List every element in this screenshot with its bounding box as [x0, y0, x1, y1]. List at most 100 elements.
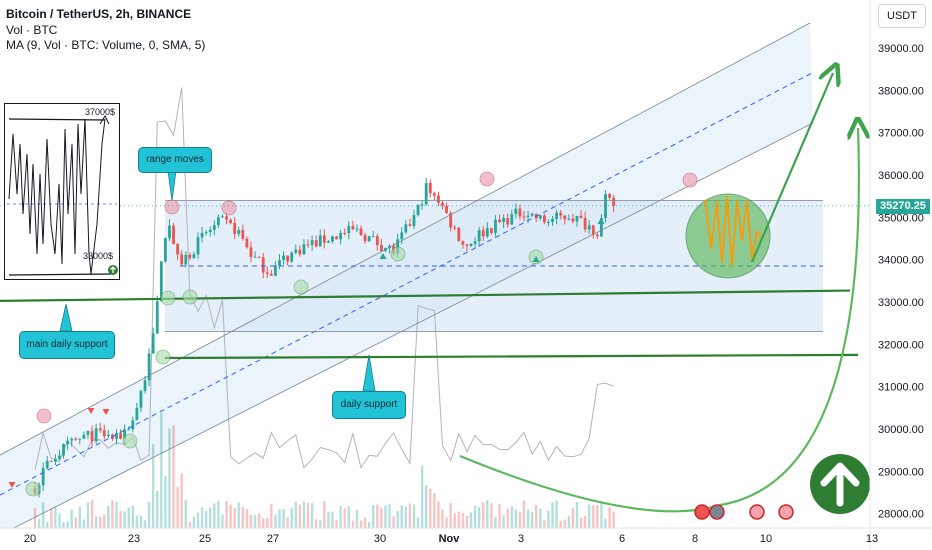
candle-body — [192, 254, 196, 259]
x-tick-label: 3 — [518, 533, 524, 545]
candle-body — [98, 428, 102, 431]
volume-bar — [363, 517, 367, 528]
volume-indicator-label[interactable]: Vol · BTC — [6, 23, 58, 37]
candle-body — [567, 218, 571, 220]
candle-body — [119, 433, 122, 439]
candle-body — [408, 224, 412, 226]
volume-bar — [33, 508, 37, 528]
candle-body — [200, 232, 204, 238]
y-tick-label: 33000.00 — [878, 297, 924, 309]
volume-bar — [172, 425, 175, 528]
volume-bar — [530, 512, 534, 528]
support-touch-circle — [293, 279, 309, 295]
candle-body — [522, 216, 526, 218]
y-tick-label: 29000.00 — [878, 466, 924, 478]
volume-bar — [465, 515, 469, 528]
candle-body — [139, 390, 143, 408]
volume-bar — [323, 500, 326, 528]
volume-bar — [151, 443, 155, 528]
callout-range-moves: range moves — [138, 147, 212, 173]
candle-body — [298, 249, 302, 255]
volume-bar — [457, 511, 460, 528]
y-tick-label: 38000.00 — [878, 85, 924, 97]
candle-body — [555, 212, 558, 219]
volume-bar — [384, 505, 387, 528]
y-tick-label: 31000.00 — [878, 382, 924, 394]
candle-body — [331, 236, 334, 242]
volume-bar — [200, 507, 204, 528]
candle-body — [477, 230, 481, 242]
currency-button[interactable]: USDT — [878, 4, 926, 28]
volume-bar — [494, 516, 497, 528]
volume-bar — [127, 507, 130, 528]
candle-body — [135, 407, 139, 421]
candle-body — [49, 460, 53, 462]
volume-bar — [274, 514, 277, 528]
candle-body — [78, 438, 82, 440]
volume-bar — [245, 509, 249, 528]
volume-bar — [290, 508, 293, 528]
candle-body — [335, 236, 338, 240]
candle-body — [432, 193, 436, 196]
volume-bar — [588, 504, 591, 528]
volume-bar — [139, 515, 143, 528]
sell-marker — [8, 482, 16, 488]
candle-body — [579, 215, 583, 218]
candle-body — [538, 215, 542, 219]
volume-bar — [217, 500, 220, 528]
main-daily-support-line — [0, 289, 851, 302]
candle-body — [412, 215, 416, 226]
y-tick-label: 30000.00 — [878, 424, 924, 436]
volume-bar — [482, 502, 485, 528]
candle-body — [249, 247, 253, 257]
candle-body — [53, 458, 57, 462]
candle-body — [563, 215, 567, 220]
volume-bar — [278, 509, 281, 528]
candle-body — [212, 224, 216, 230]
candle-body — [351, 225, 355, 230]
volume-bar — [135, 515, 139, 528]
ma-indicator-label[interactable]: MA (9, Vol · BTC: Volume, 0, SMA, 5) — [6, 38, 206, 52]
volume-bar — [441, 509, 444, 528]
x-tick-label: 23 — [128, 533, 140, 545]
volume-bar — [266, 518, 269, 528]
candle-body — [269, 273, 273, 276]
candle-body — [274, 265, 277, 276]
volume-bar — [535, 504, 538, 528]
volume-bar — [131, 505, 134, 528]
volume-bar — [164, 476, 167, 528]
x-tick-label: 13 — [866, 533, 878, 545]
volume-bar — [90, 500, 94, 528]
volume-bar — [168, 428, 171, 528]
candle-body — [196, 237, 200, 255]
candle-body — [261, 257, 265, 273]
candle-body — [347, 225, 351, 234]
candle-body — [379, 245, 383, 252]
candle-body — [441, 202, 444, 206]
volume-bar — [477, 506, 481, 528]
volume-bar — [99, 516, 102, 528]
inset-top-label: 37000$ — [84, 107, 115, 117]
volume-bar — [608, 506, 611, 528]
volume-bar — [359, 520, 363, 528]
range-moves-pointer — [167, 170, 177, 202]
candle-body — [180, 254, 184, 265]
candle-body — [437, 195, 440, 203]
candle-body — [159, 261, 163, 302]
candle-body — [457, 227, 461, 242]
main-daily-support-pointer — [59, 303, 73, 332]
x-tick-label: 25 — [199, 533, 211, 545]
candle-body — [587, 225, 591, 230]
volume-bar — [82, 519, 86, 528]
candle-body — [514, 208, 518, 215]
candle-body — [510, 214, 514, 225]
candle-body — [62, 444, 65, 456]
candle-body — [404, 224, 408, 233]
support-touch-circle — [160, 290, 176, 306]
volume-bar — [302, 501, 306, 528]
volume-bar — [486, 500, 489, 528]
candle-body — [481, 230, 485, 237]
volume-bar — [78, 506, 82, 528]
volume-bar — [298, 504, 302, 528]
